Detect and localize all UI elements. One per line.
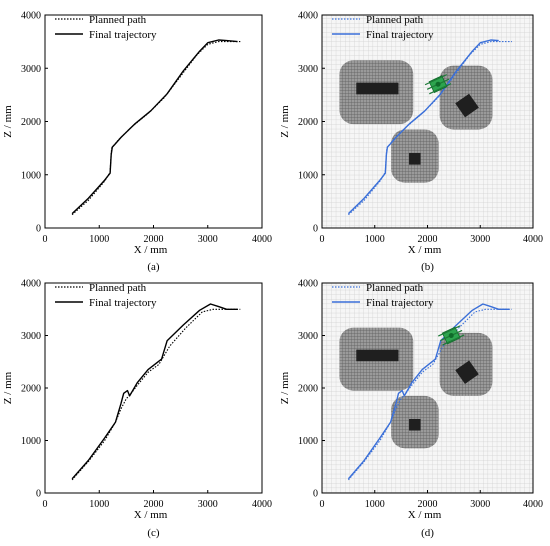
x-axis-label: X / mm	[134, 244, 168, 256]
legend-label: Planned path	[89, 14, 147, 26]
axes-frame	[44, 14, 263, 229]
series-final-trajectory	[71, 303, 238, 480]
y-axis-label: Z / mm	[279, 371, 291, 404]
x-tick-label: 2000	[144, 234, 164, 245]
y-tick-label: 1000	[298, 170, 318, 181]
panel-b: 0 1000 2000 3000 4000 0 1000 2000 3000 4000 X / mm…	[279, 11, 543, 274]
x-tick-label: 4000	[523, 499, 543, 510]
y-tick-label: 1000	[21, 436, 41, 447]
panel-label: (d)	[421, 527, 434, 539]
y-axis-label: Z / mm	[279, 105, 291, 138]
x-tick-label: 0	[43, 499, 48, 510]
x-tick-label: 1000	[365, 234, 385, 245]
x-tick-label: 0	[43, 234, 48, 245]
legend-label: Final trajectory	[89, 297, 157, 309]
x-axis-label: X / mm	[408, 509, 442, 521]
x-tick-label: 0	[320, 234, 325, 245]
y-tick-label: 0	[36, 224, 41, 235]
x-tick-label: 4000	[523, 234, 543, 245]
y-tick-label: 4000	[298, 279, 318, 290]
x-tick-label: 2000	[418, 499, 438, 510]
panel-label: (c)	[147, 527, 160, 539]
x-tick-label: 3000	[198, 499, 218, 510]
x-axis-label: X / mm	[408, 244, 442, 256]
robot-leg	[437, 325, 461, 337]
y-tick-label: 2000	[21, 384, 41, 395]
y-tick-label: 1000	[298, 436, 318, 447]
x-tick-label: 1000	[365, 499, 385, 510]
y-tick-label: 4000	[21, 279, 41, 290]
x-axis-label: X / mm	[134, 509, 168, 521]
x-tick-label: 2000	[144, 499, 164, 510]
robot-leg	[442, 334, 465, 346]
y-tick-label: 2000	[298, 384, 318, 395]
robot-marker	[424, 74, 452, 95]
x-tick-label: 3000	[470, 234, 490, 245]
y-tick-label: 3000	[21, 331, 41, 342]
robot-center	[448, 333, 454, 338]
robot-center	[435, 81, 441, 87]
y-tick-label: 3000	[21, 64, 41, 75]
x-tick-label: 4000	[252, 499, 272, 510]
obstacle-core-0	[356, 349, 399, 362]
axes-frame	[44, 282, 263, 494]
legend-label: Planned path	[89, 282, 147, 294]
y-axis-label: Z / mm	[2, 105, 14, 138]
robot-marker	[437, 325, 465, 346]
panel-d: 0 1000 2000 3000 4000 0 1000 2000 3000 4000 X / mm…	[279, 279, 543, 540]
panel-a: 0 1000 2000 3000 4000 0 1000 2000 3000 4000 X / mm…	[2, 11, 272, 274]
legend-label: Planned path	[366, 14, 424, 26]
series-planned-path	[71, 308, 241, 481]
legend-label: Final trajectory	[366, 297, 434, 309]
y-tick-label: 2000	[21, 117, 41, 128]
panel-label: (b)	[421, 261, 434, 273]
y-tick-label: 0	[36, 489, 41, 500]
y-tick-label: 0	[313, 224, 318, 235]
obstacle-core-1	[455, 360, 479, 384]
obstacle-core-2	[409, 418, 421, 431]
x-tick-label: 1000	[89, 499, 109, 510]
robot-leg	[429, 83, 452, 95]
obstacle-core-2	[409, 152, 421, 165]
x-tick-label: 3000	[470, 499, 490, 510]
y-tick-label: 2000	[298, 117, 318, 128]
y-tick-label: 0	[313, 489, 318, 500]
series-final-trajectory	[347, 303, 510, 480]
robot-leg	[424, 74, 448, 86]
x-tick-label: 0	[320, 499, 325, 510]
obstacle-core-0	[356, 82, 399, 95]
y-tick-label: 1000	[21, 170, 41, 181]
x-tick-label: 3000	[198, 234, 218, 245]
series-final-trajectory	[347, 39, 499, 215]
legend-label: Planned path	[366, 282, 424, 294]
y-tick-label: 4000	[298, 11, 318, 22]
y-tick-label: 3000	[298, 64, 318, 75]
y-axis-label: Z / mm	[2, 371, 14, 404]
x-tick-label: 2000	[418, 234, 438, 245]
legend-label: Final trajectory	[89, 29, 157, 41]
panel-label: (a)	[147, 261, 160, 273]
y-tick-label: 3000	[298, 331, 318, 342]
x-tick-label: 1000	[89, 234, 109, 245]
y-tick-label: 4000	[21, 11, 41, 22]
legend-label: Final trajectory	[366, 29, 434, 41]
x-tick-label: 4000	[252, 234, 272, 245]
obstacle-core-1	[455, 93, 479, 118]
panel-c: 0 1000 2000 3000 4000 0 1000 2000 3000 4000 X / mm…	[2, 279, 272, 540]
series-final-trajectory	[71, 39, 238, 215]
